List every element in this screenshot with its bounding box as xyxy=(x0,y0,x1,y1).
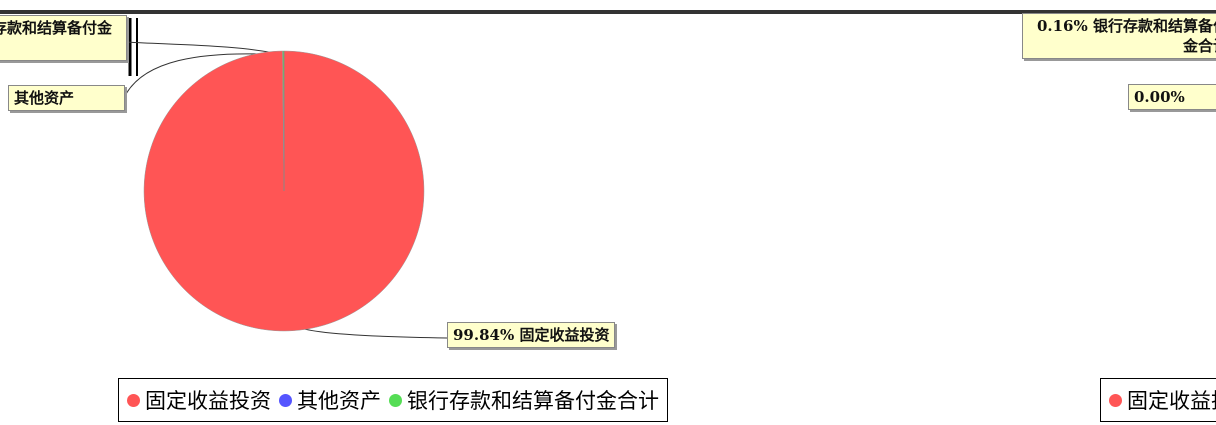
data-label: 0.16% 银行存款和结算备付金合计 xyxy=(0,15,127,61)
category-label: 银行存款和结算备付金合计 xyxy=(1092,17,1216,55)
legend-label: 固定收益投资 xyxy=(145,389,271,413)
legend-item: 固定收益投资 xyxy=(127,385,271,415)
legend-label: 其他资产 xyxy=(297,389,381,413)
legend-marker xyxy=(389,393,402,407)
legend-label: 固定收益投资 xyxy=(1127,389,1216,413)
legend-item: 其他资产 xyxy=(279,385,381,415)
legend-item: 固定收益投资 xyxy=(1109,385,1216,415)
legend-marker xyxy=(279,393,292,407)
legend-marker xyxy=(1109,393,1122,407)
value-label: 0.00% xyxy=(1134,88,1185,106)
value-label: 0.16% xyxy=(1036,17,1088,35)
legend: 固定收益投资 其他资产 银行存款和结算备付金合计 xyxy=(118,378,668,422)
category-label: 固定收益投资 xyxy=(519,326,610,344)
data-label: 0.00% xyxy=(1128,84,1216,110)
data-label: 99.84% 固定收益投资 xyxy=(447,322,616,348)
value-label: 99.84% xyxy=(453,326,515,344)
legend-item: 银行存款和结算备付金合计 xyxy=(389,385,659,415)
category-label: 其他资产 xyxy=(14,89,75,107)
data-label: 0.16% 银行存款和结算备付金合计 xyxy=(1022,13,1216,59)
top-strip xyxy=(0,10,1216,14)
legend-label: 银行存款和结算备付金合计 xyxy=(407,389,659,413)
category-label: 银行存款和结算备付金合计 xyxy=(0,19,113,37)
legend-marker xyxy=(127,393,140,407)
data-label: 其他资产 xyxy=(8,85,125,111)
